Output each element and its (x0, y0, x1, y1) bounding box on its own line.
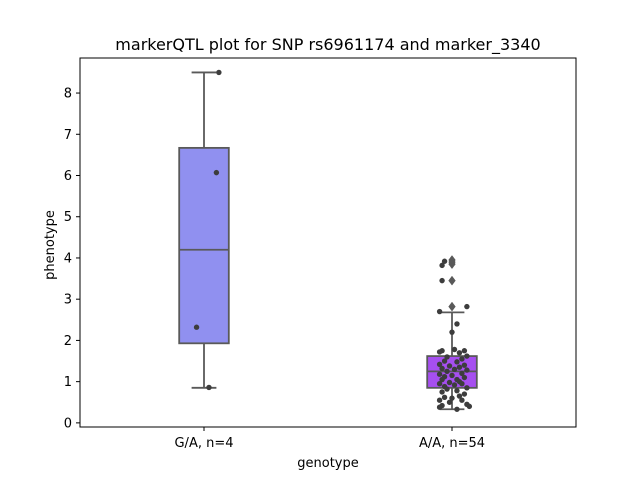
data-point-1-14 (459, 356, 465, 362)
data-point-0-2 (193, 324, 200, 330)
data-point-1-9 (456, 350, 463, 356)
data-point-1-19 (446, 363, 453, 369)
data-point-1-34 (436, 381, 443, 387)
outlier-1-1 (448, 275, 456, 286)
y-axis-label: phenotype (43, 210, 58, 280)
data-point-1-12 (464, 353, 470, 359)
y-tick-label-6: 6 (64, 169, 72, 184)
y-tick-label-4: 4 (64, 251, 72, 266)
y-tick-label-0: 0 (64, 416, 72, 431)
data-point-1-1 (441, 258, 448, 264)
data-point-1-29 (461, 374, 468, 381)
y-tick-label-2: 2 (64, 334, 72, 349)
data-point-1-47 (459, 397, 465, 403)
data-point-1-52 (436, 404, 443, 410)
y-tick-label-8: 8 (64, 87, 72, 102)
data-point-1-51 (466, 403, 473, 410)
data-point-1-42 (461, 391, 468, 397)
data-point-1-40 (454, 388, 460, 394)
data-point-1-44 (441, 394, 448, 401)
data-point-1-10 (436, 349, 443, 355)
data-point-1-17 (436, 361, 443, 368)
data-point-1-0 (439, 262, 445, 269)
data-point-1-35 (459, 381, 465, 387)
data-point-1-45 (449, 395, 455, 401)
plot-frame (79, 57, 577, 428)
data-point-1-23 (464, 367, 470, 373)
data-point-1-53 (454, 406, 460, 412)
data-point-1-22 (451, 366, 458, 372)
data-point-1-6 (449, 329, 455, 335)
data-point-1-24 (444, 368, 450, 375)
data-point-1-18 (461, 362, 468, 368)
x-axis-label: genotype (297, 456, 358, 471)
plot-area: 0 1 2 3 4 5 6 7 8 G/A, n=4 A/A, n=54 (64, 57, 577, 451)
x-tick-label-0: G/A, n=4 (174, 436, 233, 451)
data-point-1-21 (439, 365, 445, 372)
data-point-1-41 (439, 389, 445, 395)
data-point-1-36 (451, 382, 458, 388)
data-point-1-31 (439, 376, 445, 383)
y-tick-label-3: 3 (64, 293, 72, 308)
data-point-1-39 (444, 386, 450, 392)
data-point-1-4 (436, 308, 443, 315)
box-0 (178, 146, 230, 345)
data-point-1-16 (454, 359, 460, 365)
box-group-1 (426, 255, 478, 412)
data-point-1-27 (449, 372, 455, 379)
data-point-1-33 (446, 379, 453, 386)
data-point-1-43 (456, 393, 463, 399)
data-point-1-2 (439, 277, 445, 284)
data-point-1-20 (456, 364, 463, 370)
data-point-1-46 (436, 397, 443, 403)
data-point-1-13 (444, 354, 450, 360)
outlier-1-4 (448, 255, 456, 265)
data-point-1-7 (461, 348, 468, 354)
y-tick-label-7: 7 (64, 128, 72, 143)
data-point-1-11 (451, 346, 458, 353)
chart-title: markerQTL plot for SNP rs6961174 and mar… (115, 35, 540, 55)
x-tick-label-1: A/A, n=54 (419, 436, 485, 451)
data-point-1-48 (446, 399, 453, 405)
data-point-0-1 (213, 169, 220, 176)
y-tick-label-5: 5 (64, 210, 72, 225)
data-point-1-26 (436, 371, 443, 377)
data-point-1-15 (441, 358, 448, 364)
data-point-0-3 (206, 384, 212, 391)
data-point-1-25 (459, 370, 465, 377)
box-group-0 (178, 69, 230, 391)
data-point-1-38 (464, 385, 470, 391)
data-point-0-0 (216, 69, 222, 76)
data-point-1-3 (464, 303, 470, 310)
data-point-1-5 (454, 321, 460, 327)
outlier-1-0 (448, 301, 456, 312)
y-tick-label-1: 1 (64, 375, 72, 390)
